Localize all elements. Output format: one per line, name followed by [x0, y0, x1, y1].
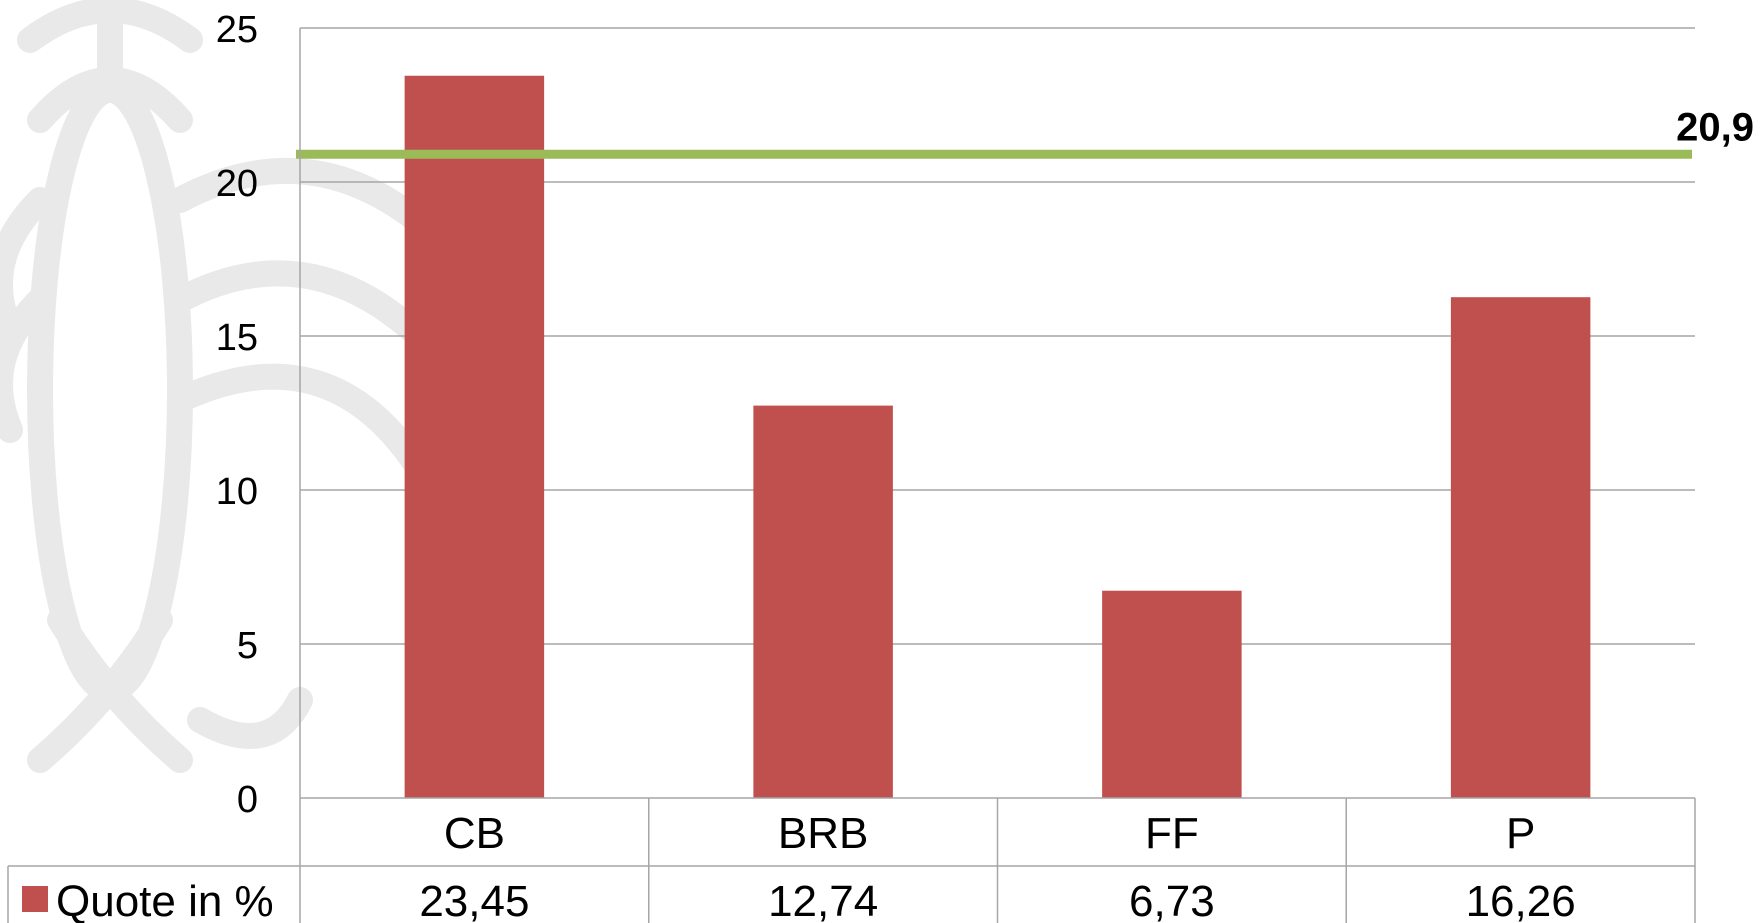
reference-line-label: 20,9	[1676, 105, 1754, 149]
bar-brb	[753, 405, 893, 798]
y-tick-label: 25	[216, 9, 258, 51]
data-label: 12,74	[768, 877, 878, 923]
x-tick-label: CB	[444, 809, 505, 858]
y-axis: 0 5 10 15 20 25	[216, 9, 301, 923]
y-tick-label: 20	[216, 163, 258, 205]
bar-p	[1450, 297, 1591, 798]
watermark-logo	[0, 0, 473, 773]
bar-ff	[1102, 590, 1242, 798]
data-label: 6,73	[1129, 877, 1215, 923]
legend-label: Quote in %	[56, 877, 274, 923]
x-tick-label: P	[1506, 809, 1535, 858]
data-table: CB 23,45 BRB 12,74 FF 6,73 P 16,26 Quote in %	[7, 797, 1696, 923]
y-tick-label: 10	[216, 471, 258, 513]
reference-line-group: 20,9	[296, 105, 1754, 159]
bar-cb	[404, 75, 545, 799]
bars	[404, 75, 1591, 799]
legend-swatch	[22, 886, 48, 912]
y-tick-label: 5	[237, 625, 258, 667]
y-tick-label: 0	[237, 779, 258, 821]
x-tick-label: BRB	[778, 809, 868, 858]
x-tick-label: FF	[1145, 809, 1199, 858]
y-tick-label: 15	[216, 317, 258, 359]
data-label: 16,26	[1466, 877, 1576, 923]
data-label: 23,45	[419, 877, 529, 923]
